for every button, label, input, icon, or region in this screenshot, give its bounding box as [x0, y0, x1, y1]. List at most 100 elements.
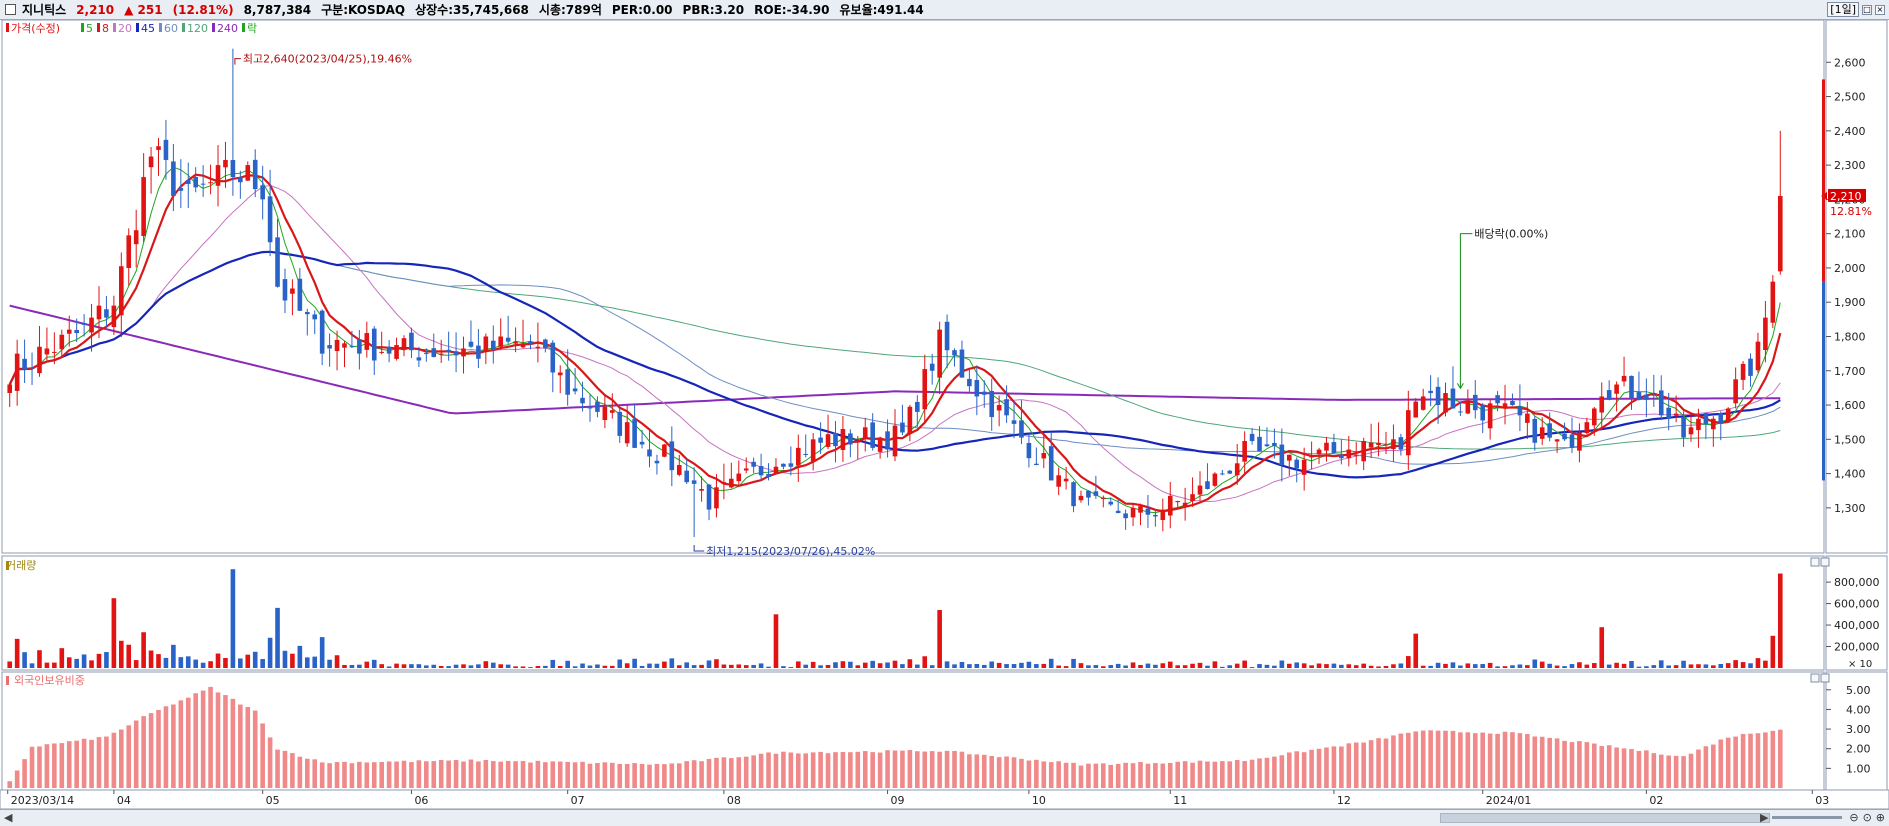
- volume-bar: [342, 664, 347, 668]
- volume-bar: [1346, 664, 1352, 668]
- zoom-out-icon[interactable]: ⊖: [1849, 811, 1859, 824]
- volume-bar: [1681, 660, 1686, 668]
- foreign-bar: [788, 752, 794, 788]
- candle-body: [1614, 384, 1619, 394]
- volume-bar: [1301, 663, 1307, 668]
- volume-bar: [870, 660, 875, 668]
- panel-close-icon[interactable]: [1820, 673, 1830, 683]
- foreign-bar: [1763, 732, 1768, 788]
- foreign-bar: [81, 738, 87, 788]
- volume-bar: [1205, 665, 1210, 668]
- foreign-bar: [624, 763, 630, 788]
- candle-body: [855, 441, 861, 443]
- volume-bar: [446, 666, 451, 668]
- foreign-bar: [290, 753, 295, 788]
- foreign-bar: [944, 750, 950, 788]
- candle-body: [1644, 394, 1649, 400]
- candle-body: [1740, 363, 1746, 380]
- candle-body: [751, 461, 756, 467]
- volume-bar: [438, 665, 444, 668]
- foreign-bar: [349, 763, 355, 788]
- volume-bar: [1525, 665, 1530, 668]
- foreign-bar: [44, 744, 50, 788]
- foreign-bar: [565, 761, 570, 788]
- foreign-bar: [1711, 744, 1716, 788]
- candle-body: [52, 351, 57, 353]
- foreign-bar: [1472, 733, 1478, 788]
- foreign-bar: [758, 753, 764, 788]
- foreign-bar: [1651, 753, 1657, 788]
- foreign-bar: [1584, 742, 1590, 788]
- scroll-right-icon[interactable]: ▶: [1760, 811, 1769, 824]
- legend-label: 20: [118, 22, 132, 35]
- volume-bar: [371, 659, 377, 668]
- scroll-thumb[interactable]: [1440, 813, 1770, 823]
- price-panel-axis: [1825, 20, 1888, 554]
- period-button[interactable]: [1일]: [1827, 2, 1859, 17]
- panel-restore-icon[interactable]: [1810, 673, 1820, 683]
- foreign-bar: [1539, 736, 1545, 788]
- foreign-bar: [446, 760, 451, 788]
- high-marker-arrow: [234, 58, 241, 65]
- candle-body: [1629, 375, 1634, 399]
- low-annotation: 최저1,215(2023/07/26),45.02%: [706, 545, 875, 558]
- foreign-tick-label: 1.00: [1846, 762, 1871, 775]
- candle-body: [1763, 317, 1768, 351]
- zoom-reset-icon[interactable]: ⊙: [1862, 811, 1872, 824]
- foreign-bar: [1130, 763, 1136, 788]
- foreign-bar: [1100, 763, 1106, 788]
- candle-body: [1361, 441, 1366, 462]
- per-value: PER:0.00: [611, 2, 673, 17]
- candle-body: [595, 401, 600, 412]
- volume-bar: [1420, 665, 1426, 668]
- candle-body: [29, 367, 35, 369]
- volume-bar: [1011, 664, 1017, 668]
- volume-bar: [1472, 664, 1478, 668]
- zoom-in-icon[interactable]: ⊕: [1875, 811, 1885, 824]
- foreign-bar: [714, 757, 719, 788]
- volume-bar: [1658, 660, 1664, 668]
- volume-bar: [297, 645, 303, 668]
- header-checkbox[interactable]: [5, 4, 16, 15]
- foreign-bar: [1755, 733, 1761, 788]
- price-panel: [1, 20, 1825, 554]
- candle-body: [1301, 459, 1307, 475]
- zoom-slider[interactable]: [1772, 816, 1842, 819]
- volume-bar: [74, 658, 79, 668]
- foreign-bar: [1212, 761, 1218, 788]
- close-icon[interactable]: ×: [1875, 4, 1885, 15]
- roe-value: ROE:-34.90: [754, 2, 830, 17]
- candle-body: [185, 180, 191, 184]
- candle-body: [736, 473, 742, 482]
- candle-body: [535, 346, 541, 349]
- candle-body: [14, 353, 20, 391]
- foreign-bar: [111, 732, 117, 788]
- foreign-bar: [1562, 740, 1567, 788]
- candle-body: [1376, 442, 1381, 445]
- foreign-bar: [1361, 742, 1366, 788]
- x-tick-label: 09: [891, 794, 905, 807]
- foreign-bar: [766, 752, 771, 788]
- candle-body: [1525, 413, 1530, 423]
- volume-bar: [1220, 666, 1225, 668]
- volume-bar: [840, 661, 846, 668]
- foreign-bar: [1577, 741, 1582, 788]
- volume-bar: [1309, 665, 1314, 668]
- volume-bar: [1621, 663, 1627, 668]
- foreign-bar: [1220, 761, 1225, 788]
- candle-body: [1420, 396, 1426, 410]
- volume-bar: [721, 664, 727, 668]
- candle-body: [1353, 454, 1359, 456]
- candle-body: [208, 182, 213, 184]
- panel-close-icon[interactable]: [1820, 557, 1830, 567]
- volume-bar: [89, 660, 94, 668]
- foreign-bar: [74, 740, 79, 788]
- restore-icon[interactable]: □: [1862, 4, 1872, 15]
- volume-bar: [565, 660, 570, 668]
- panel-restore-icon[interactable]: [1810, 557, 1820, 567]
- foreign-bar: [1383, 738, 1389, 788]
- foreign-bar: [1666, 755, 1671, 788]
- candle-body: [1145, 508, 1151, 515]
- candle-body: [1346, 449, 1352, 459]
- scroll-left-icon[interactable]: ◀: [4, 811, 13, 824]
